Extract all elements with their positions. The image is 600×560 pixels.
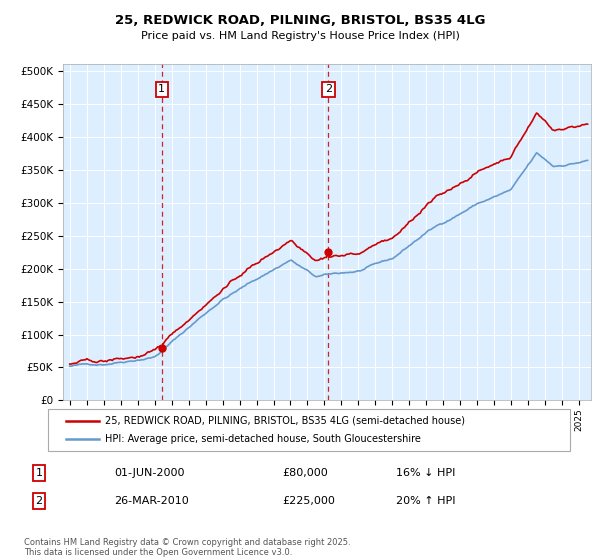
Text: 20% ↑ HPI: 20% ↑ HPI [396,496,455,506]
Text: 25, REDWICK ROAD, PILNING, BRISTOL, BS35 4LG (semi-detached house): 25, REDWICK ROAD, PILNING, BRISTOL, BS35… [105,416,465,426]
Text: 25, REDWICK ROAD, PILNING, BRISTOL, BS35 4LG: 25, REDWICK ROAD, PILNING, BRISTOL, BS35… [115,14,485,27]
Text: Price paid vs. HM Land Registry's House Price Index (HPI): Price paid vs. HM Land Registry's House … [140,31,460,41]
Text: 1: 1 [35,468,43,478]
Text: 1: 1 [158,85,166,95]
Text: Contains HM Land Registry data © Crown copyright and database right 2025.
This d: Contains HM Land Registry data © Crown c… [24,538,350,557]
Text: 01-JUN-2000: 01-JUN-2000 [114,468,185,478]
Text: 26-MAR-2010: 26-MAR-2010 [114,496,189,506]
Text: £225,000: £225,000 [282,496,335,506]
Text: 2: 2 [35,496,43,506]
Text: 2: 2 [325,85,332,95]
Text: £80,000: £80,000 [282,468,328,478]
Text: HPI: Average price, semi-detached house, South Gloucestershire: HPI: Average price, semi-detached house,… [105,434,421,444]
Text: 16% ↓ HPI: 16% ↓ HPI [396,468,455,478]
